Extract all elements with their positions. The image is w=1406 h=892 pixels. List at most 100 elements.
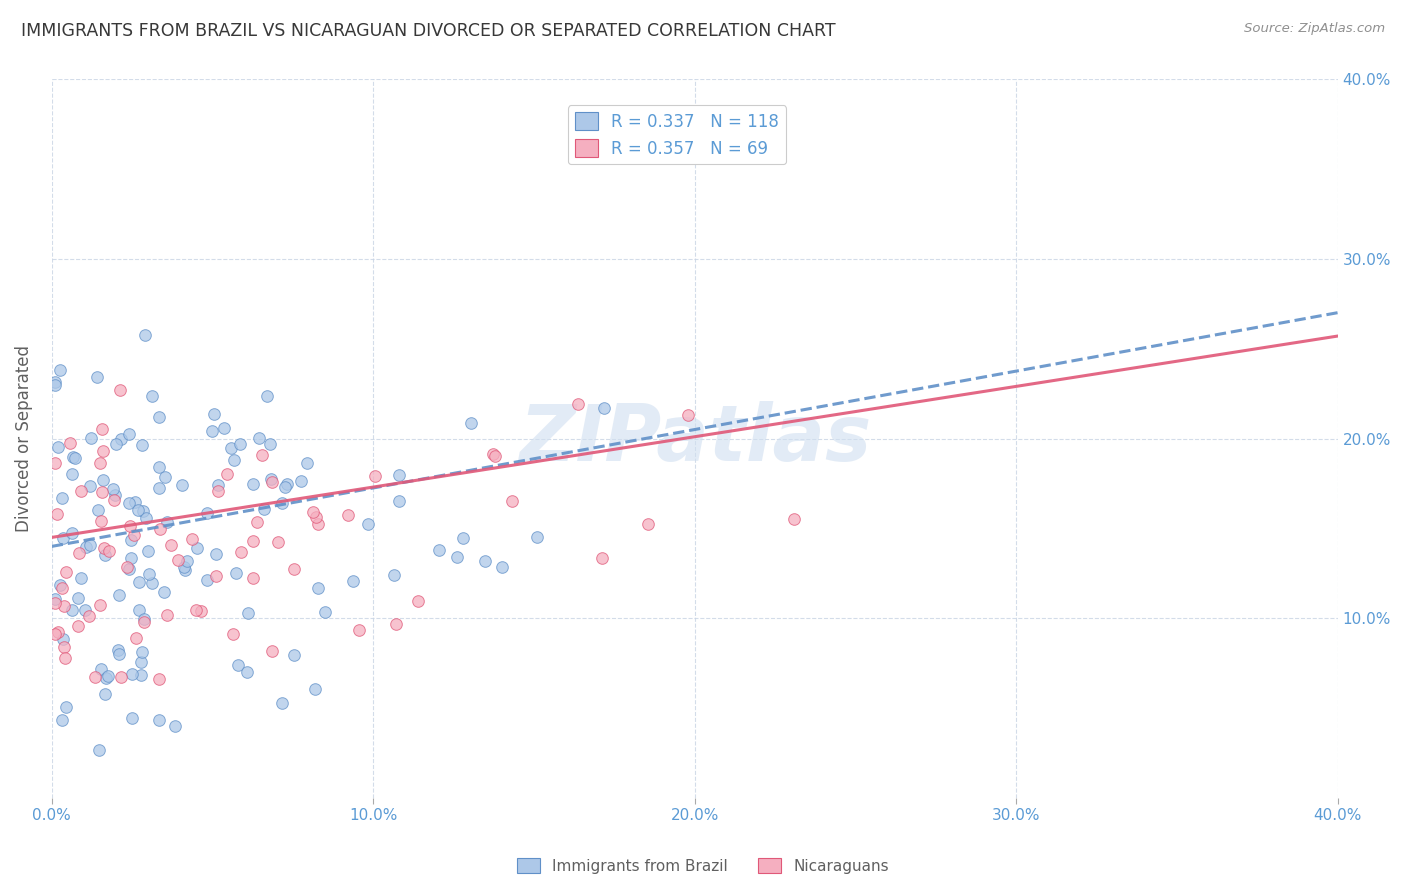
Point	[44, 591, 66, 606]
Point	[94, 548, 117, 562]
Point	[67, 546, 90, 560]
Point	[388, 493, 411, 508]
Point	[90, 422, 112, 436]
Point	[491, 559, 513, 574]
Legend: R = 0.337   N = 118, R = 0.357   N = 69: R = 0.337 N = 118, R = 0.357 N = 69	[568, 105, 786, 164]
Point	[260, 472, 283, 486]
Point	[406, 593, 429, 607]
Point	[782, 512, 804, 526]
Point	[117, 559, 139, 574]
Point	[127, 503, 149, 517]
Point	[48, 363, 70, 377]
Point	[135, 511, 157, 525]
Point	[129, 656, 152, 670]
Point	[184, 602, 207, 616]
Point	[637, 516, 659, 531]
Point	[104, 488, 127, 502]
Point	[176, 554, 198, 568]
Point	[202, 407, 225, 421]
Point	[302, 505, 325, 519]
Point	[73, 603, 96, 617]
Point	[66, 619, 89, 633]
Point	[53, 640, 76, 654]
Point	[166, 553, 188, 567]
Point	[148, 460, 170, 475]
Point	[173, 560, 195, 574]
Point	[44, 596, 66, 610]
Point	[110, 670, 132, 684]
Point	[103, 493, 125, 508]
Point	[451, 532, 474, 546]
Point	[89, 598, 111, 612]
Point	[107, 643, 129, 657]
Point	[236, 607, 259, 621]
Point	[190, 604, 212, 618]
Point	[89, 457, 111, 471]
Point	[446, 549, 468, 564]
Point	[163, 719, 186, 733]
Point	[152, 584, 174, 599]
Point	[120, 551, 142, 566]
Point	[290, 474, 312, 488]
Point	[77, 609, 100, 624]
Point	[364, 469, 387, 483]
Point	[60, 525, 83, 540]
Point	[156, 607, 179, 622]
Point	[128, 603, 150, 617]
Point	[46, 625, 69, 640]
Point	[356, 517, 378, 532]
Text: Source: ZipAtlas.com: Source: ZipAtlas.com	[1244, 22, 1385, 36]
Point	[118, 426, 141, 441]
Point	[44, 375, 66, 389]
Point	[104, 436, 127, 450]
Point	[274, 480, 297, 494]
Point	[260, 475, 283, 489]
Point	[44, 378, 66, 392]
Point	[250, 448, 273, 462]
Point	[93, 474, 115, 488]
Point	[276, 476, 298, 491]
Point	[90, 661, 112, 675]
Point	[97, 669, 120, 683]
Point	[305, 509, 328, 524]
Point	[460, 416, 482, 430]
Point	[52, 531, 75, 545]
Point	[141, 575, 163, 590]
Point	[205, 548, 228, 562]
Point	[118, 496, 141, 510]
Point	[153, 469, 176, 483]
Point	[94, 687, 117, 701]
Point	[242, 533, 264, 548]
Point	[96, 671, 118, 685]
Point	[125, 632, 148, 646]
Point	[384, 568, 406, 582]
Point	[342, 574, 364, 589]
Text: IMMIGRANTS FROM BRAZIL VS NICARAGUAN DIVORCED OR SEPARATED CORRELATION CHART: IMMIGRANTS FROM BRAZIL VS NICARAGUAN DIV…	[21, 22, 835, 40]
Point	[526, 531, 548, 545]
Point	[131, 438, 153, 452]
Point	[70, 484, 93, 499]
Point	[101, 482, 124, 496]
Point	[148, 409, 170, 424]
Point	[110, 432, 132, 446]
Point	[46, 508, 69, 522]
Point	[156, 515, 179, 529]
Point	[271, 496, 294, 510]
Point	[63, 451, 86, 466]
Point	[51, 581, 73, 595]
Point	[474, 554, 496, 568]
Point	[347, 623, 370, 637]
Point	[60, 603, 83, 617]
Point	[108, 383, 131, 397]
Point	[482, 447, 505, 461]
Point	[93, 541, 115, 556]
Point	[242, 571, 264, 585]
Point	[186, 541, 208, 556]
Point	[229, 545, 252, 559]
Point	[229, 436, 252, 450]
Point	[388, 468, 411, 483]
Point	[62, 450, 84, 464]
Point	[91, 444, 114, 458]
Point	[260, 644, 283, 658]
Point	[49, 578, 72, 592]
